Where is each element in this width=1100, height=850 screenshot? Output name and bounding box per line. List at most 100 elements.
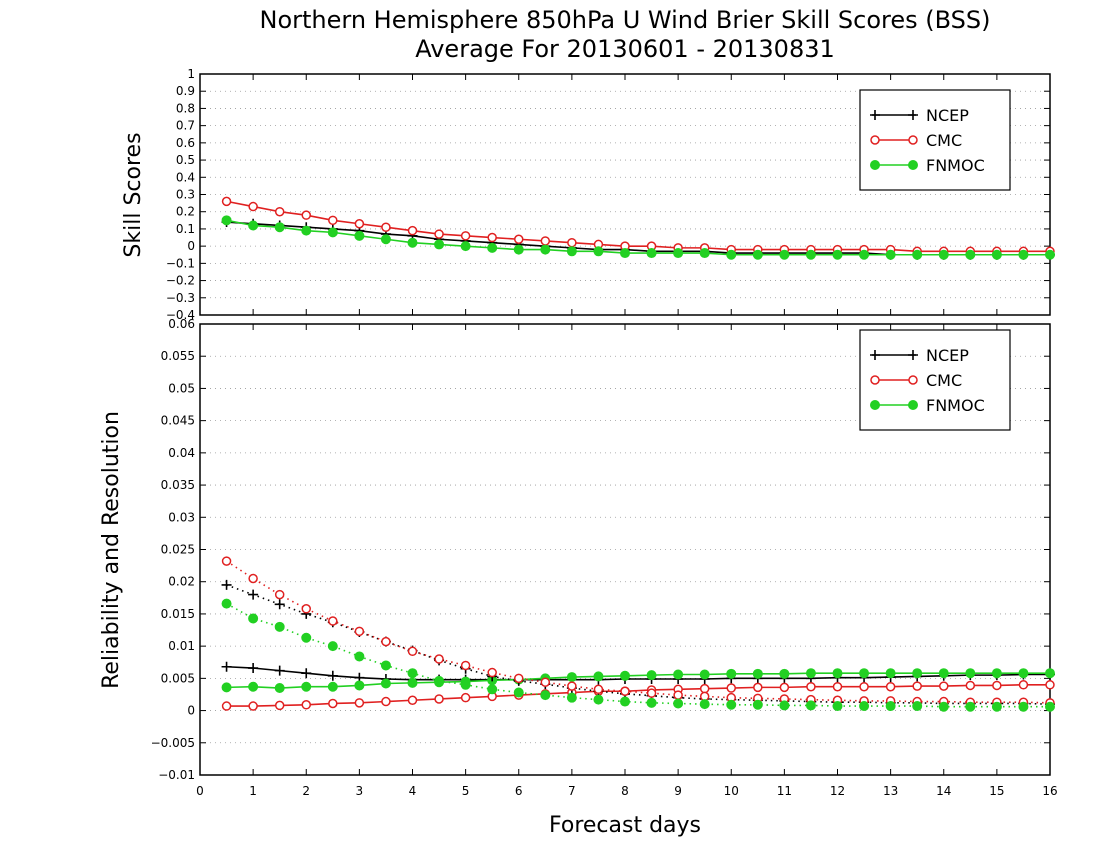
fnmoc-point [327, 681, 338, 692]
cmc-line [226, 683, 1050, 707]
cmc-point [1045, 680, 1055, 690]
fnmoc-point [1045, 249, 1055, 260]
fnmoc-point [699, 248, 710, 259]
bottom-y-tick-label: 0 [187, 704, 195, 718]
fnmoc-series-solid [221, 215, 1055, 260]
unlabeled-point [646, 688, 657, 698]
fnmoc-point [885, 668, 896, 679]
x-tick-label: 8 [621, 784, 629, 798]
top-y-axis-title: Skill Scores [121, 132, 146, 257]
unlabeled-point [274, 621, 285, 632]
unlabeled-point [248, 589, 259, 600]
x-tick-label: 7 [568, 784, 576, 798]
chart-subtitle: Average For 20130601 - 20130831 [415, 35, 835, 63]
fnmoc-point [354, 680, 365, 691]
fnmoc-point [540, 244, 551, 255]
bottom-y-tick-label: 0.025 [161, 543, 195, 557]
unlabeled-point [407, 646, 418, 657]
cmc-point [221, 701, 232, 711]
fnmoc-point [593, 671, 604, 682]
unlabeled-point [646, 697, 657, 708]
unlabeled-point [540, 677, 551, 687]
top-y-tick-label: 0.3 [176, 188, 195, 202]
fnmoc-line [226, 219, 1050, 256]
unlabeled-point [885, 701, 896, 712]
unlabeled-point [248, 613, 259, 624]
top-y-tick-label: 0.5 [176, 153, 195, 167]
cmc-point [699, 683, 710, 694]
bottom-y-tick-label: 0.035 [161, 478, 195, 492]
chart-title: Northern Hemisphere 850hPa U Wind Brier … [260, 6, 991, 34]
skill-scores-panel: 1 0.9 0.8 0.7 0.6 0.5 0.4 0.3 0.2 0.1 0 −0.1 −0.2 −0.… [121, 67, 1055, 322]
bottom-y-tick-label: 0.04 [168, 446, 195, 460]
bottom-y-tick-label: −0.005 [151, 736, 195, 750]
unlabeled-point [991, 701, 1002, 712]
cmc-point [248, 201, 258, 212]
x-tick-label: 0 [196, 784, 204, 798]
fnmoc-point [354, 230, 365, 241]
bottom-y-tick-label: 0.02 [168, 575, 195, 589]
reliability-resolution-panel: 0.060.0550.050.0450.040.0350.030.0250.02… [99, 317, 1058, 838]
legend-label-ncep: NCEP [926, 346, 969, 365]
top-y-tick-label: 1 [187, 67, 195, 81]
legend-label-fnmoc: FNMOC [926, 156, 985, 175]
ncep-point [301, 668, 312, 679]
top-x-axis-ticks [199, 74, 1051, 315]
fnmoc-point [593, 246, 604, 257]
unlabeled-point [912, 701, 923, 712]
ncep-point [274, 665, 285, 676]
unlabeled-point [965, 701, 976, 712]
fnmoc-point [938, 668, 949, 679]
legend-marker-cmc [908, 375, 918, 385]
top-y-tick-label: 0.8 [176, 101, 195, 115]
unlabeled-point [274, 599, 285, 610]
fnmoc-point [1018, 249, 1029, 260]
unlabeled-point [354, 651, 365, 662]
x-tick-label: 1 [249, 784, 257, 798]
top-y-tick-label: 0.7 [176, 119, 195, 133]
legend-marker-cmc [870, 375, 880, 385]
unlabeled-line [226, 560, 1051, 704]
legend-label-cmc: CMC [926, 131, 962, 150]
bottom-y-tick-label: 0.055 [161, 349, 195, 363]
bottom-y-tick-label: 0.03 [168, 510, 195, 524]
fnmoc-point [221, 215, 232, 226]
bottom-y-axis-ticks: 0.06 0.055 0.05 0.045 0.04 0.035 0.03 0.025 0.02… [151, 317, 1050, 782]
fnmoc-point [301, 225, 312, 236]
ncep-point [248, 663, 259, 674]
fnmoc-point [274, 222, 285, 233]
fnmoc-point [646, 248, 657, 259]
top-series-group [221, 196, 1055, 260]
unlabeled-series-dotted [221, 579, 1055, 710]
cmc-point [274, 700, 285, 711]
fnmoc-point [779, 249, 790, 260]
legend-label-ncep: NCEP [926, 106, 969, 125]
unlabeled-series-dotted [221, 598, 1055, 712]
legend-marker-fnmoc [870, 160, 880, 170]
fnmoc-point [779, 668, 790, 679]
unlabeled-point [699, 699, 710, 710]
fnmoc-point [859, 249, 870, 260]
cmc-point [248, 701, 258, 711]
ncep-line [226, 221, 1050, 256]
fnmoc-point [327, 227, 338, 238]
fnmoc-point [912, 249, 923, 260]
unlabeled-point [248, 573, 258, 584]
fnmoc-point [832, 668, 843, 679]
fnmoc-series-solid [221, 668, 1055, 694]
fnmoc-point [380, 678, 391, 689]
legend-marker-ncep [908, 350, 918, 360]
unlabeled-point [779, 700, 790, 711]
x-tick-label: 14 [936, 784, 951, 798]
cmc-point [407, 695, 418, 706]
x-tick-label: 12 [830, 784, 845, 798]
fnmoc-point [699, 669, 710, 680]
cmc-point [301, 210, 311, 220]
unlabeled-point [859, 701, 870, 712]
unlabeled-point [327, 641, 338, 652]
unlabeled-point [805, 700, 816, 711]
legend-marker-fnmoc [870, 400, 880, 410]
unlabeled-point [620, 686, 630, 696]
cmc-point [407, 225, 418, 236]
bottom-x-axis-ticks: 0 1 2 3 4 5 6 7 8 9 10 11 12 13 14 15 16 [196, 324, 1058, 798]
